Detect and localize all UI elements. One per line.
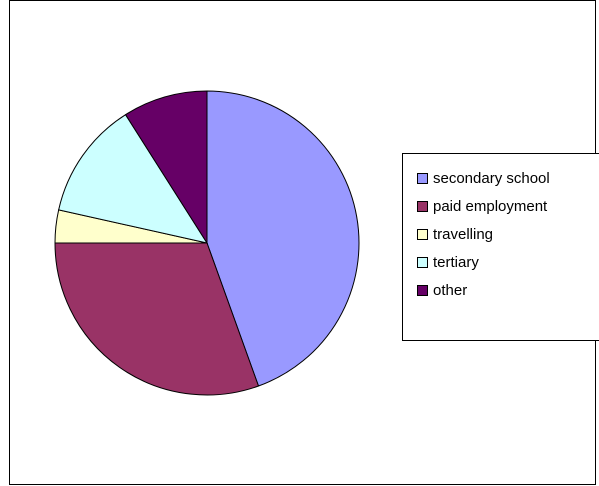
legend-swatch-icon (417, 228, 428, 240)
pie-slice-other (124, 90, 208, 245)
legend-item: travelling (417, 220, 599, 248)
legend-item: paid employment (417, 192, 599, 220)
legend-label: paid employment (433, 197, 548, 215)
legend-item: other (417, 276, 599, 304)
legend-label: other (433, 281, 468, 299)
pie-slice-secondary-school (206, 90, 360, 387)
legend-swatch-icon (417, 256, 428, 268)
legend-label: tertiary (433, 253, 479, 271)
legend-label: travelling (433, 225, 494, 243)
pie-slice-paid-employment (54, 242, 260, 396)
legend-swatch-icon (417, 200, 428, 212)
legend-item: secondary school (417, 164, 599, 192)
legend-swatch-icon (417, 284, 428, 296)
legend-item: tertiary (417, 248, 599, 276)
pie-slice-tertiary (58, 113, 209, 244)
legend-label: secondary school (433, 169, 550, 187)
legend: secondary school paid employment travell… (402, 153, 599, 341)
chart-area: secondary school paid employment travell… (9, 0, 599, 485)
legend-swatch-icon (417, 172, 428, 184)
pie-chart (54, 90, 360, 396)
